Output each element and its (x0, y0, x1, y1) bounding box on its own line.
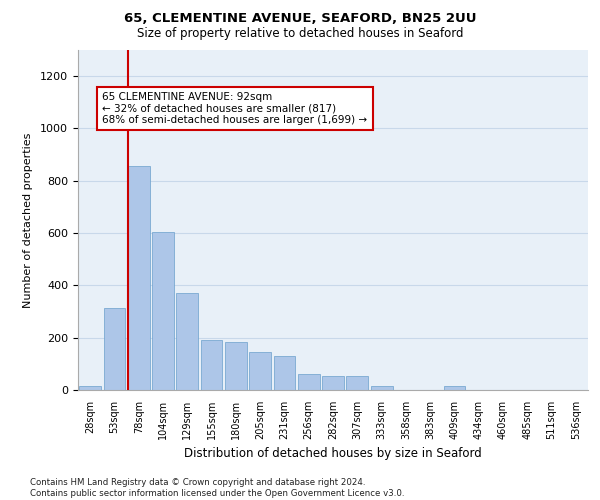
Bar (176, 293, 198, 390)
Bar (79, 386, 101, 390)
Text: 65 CLEMENTINE AVENUE: 92sqm
← 32% of detached houses are smaller (817)
68% of se: 65 CLEMENTINE AVENUE: 92sqm ← 32% of det… (102, 92, 367, 125)
Bar (200, 340, 223, 390)
Bar (249, 352, 271, 390)
Bar (371, 386, 392, 390)
Bar (104, 308, 125, 390)
Text: Contains HM Land Registry data © Crown copyright and database right 2024.
Contai: Contains HM Land Registry data © Crown c… (30, 478, 404, 498)
Bar (346, 376, 368, 390)
Bar (152, 232, 174, 390)
Text: 65, CLEMENTINE AVENUE, SEAFORD, BN25 2UU: 65, CLEMENTINE AVENUE, SEAFORD, BN25 2UU (124, 12, 476, 26)
Text: Size of property relative to detached houses in Seaford: Size of property relative to detached ho… (137, 28, 463, 40)
Bar (128, 166, 149, 390)
Bar (443, 386, 466, 390)
X-axis label: Distribution of detached houses by size in Seaford: Distribution of detached houses by size … (184, 448, 482, 460)
Bar (298, 374, 320, 390)
Y-axis label: Number of detached properties: Number of detached properties (23, 132, 33, 308)
Bar (225, 342, 247, 390)
Bar (322, 376, 344, 390)
Bar (274, 356, 295, 390)
